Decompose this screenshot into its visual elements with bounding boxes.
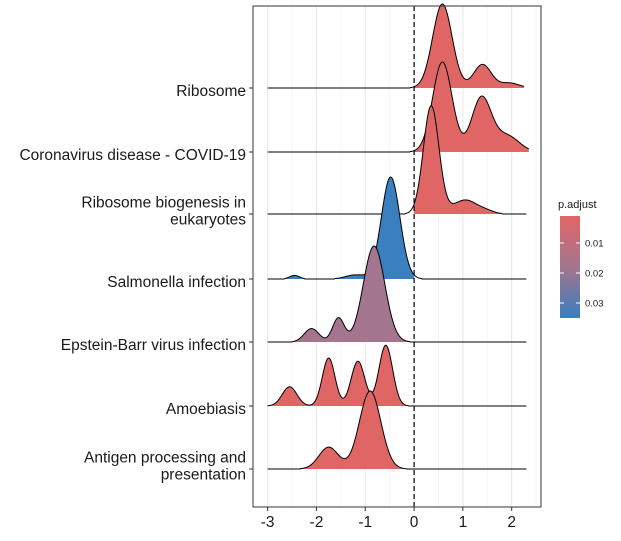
x-tick-label: -3: [261, 514, 275, 531]
category-label: Salmonella infection: [107, 274, 246, 291]
x-axis: -3 -2 -1 0 1 2: [261, 507, 516, 531]
ridge-outline: [267, 344, 527, 407]
x-tick-label: -1: [358, 514, 372, 531]
category-label: Amoebiasis: [166, 401, 246, 418]
legend-tick-label: 0.03: [585, 299, 604, 310]
category-label: Epstein-Barr virus infection: [61, 337, 246, 354]
legend-colorbar: [560, 216, 580, 318]
color-legend: p.adjust 0.01 0.02 0.03: [558, 199, 604, 318]
ridge-outline: [267, 245, 527, 343]
ridge-fill: [414, 105, 527, 214]
ridge-fill: [267, 391, 415, 469]
category-label: Antigen processing and presentation: [84, 450, 246, 484]
x-tick-label: 1: [459, 514, 468, 531]
category-label: Ribosome: [176, 83, 246, 100]
ridge-series: [267, 3, 530, 470]
ridge-outline: [267, 3, 525, 89]
category-labels: Ribosome Coronavirus disease - COVID-19 Ri…: [19, 83, 253, 484]
ridge-fill: [267, 246, 415, 342]
category-label: Coronavirus disease - COVID-19: [19, 147, 246, 164]
legend-tick-label: 0.02: [585, 269, 604, 280]
x-tick-label: -2: [310, 514, 324, 531]
legend-tick-label: 0.01: [585, 239, 604, 250]
ridge-outline: [267, 176, 527, 280]
category-label: Ribosome biogenesis in eukaryotes: [81, 195, 246, 229]
plot-panel-border: [252, 5, 542, 508]
x-tick-label: 0: [410, 514, 419, 531]
legend-title: p.adjust: [558, 199, 597, 211]
ridge-outline: [267, 61, 530, 153]
ridge-fill: [267, 345, 415, 406]
ridge-outline: [267, 390, 527, 470]
x-tick-label: 2: [507, 514, 516, 531]
